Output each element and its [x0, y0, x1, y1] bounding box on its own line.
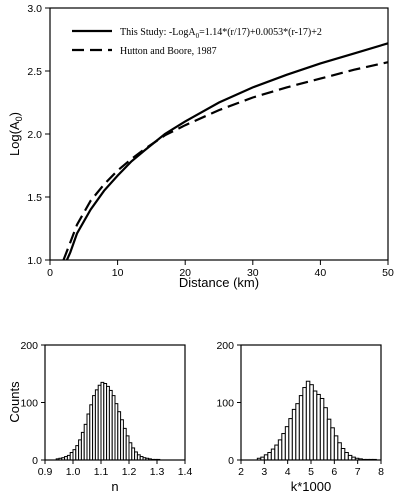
x-tick-label: 1.2	[122, 466, 137, 478]
tick-group: 2 3 4 5 6 7 8 0 100 200	[216, 340, 384, 478]
y-axis-title: Log(A0)	[7, 112, 24, 156]
histogram-bar	[284, 426, 290, 461]
histogram-bar	[305, 380, 311, 461]
y-tick-label: 0	[228, 455, 234, 467]
x-tick-label: 1.1	[94, 466, 109, 478]
histogram-bar	[340, 448, 346, 461]
histogram-bar	[298, 395, 304, 461]
histogram-bar	[267, 452, 272, 461]
y-axis-title: Counts	[7, 381, 22, 423]
line-chart: 0 10 20 30 40 50 1.0 1.5 2.0 2.5 3.0 This Study: -…	[7, 3, 394, 290]
histogram-bar	[330, 427, 335, 461]
y-tick-label: 1.5	[27, 192, 42, 204]
histogram-bar	[316, 393, 321, 461]
y-tick-label: 100	[20, 398, 38, 410]
histogram-bar	[333, 435, 339, 461]
x-tick-label: 6	[331, 466, 337, 478]
legend-label-this-study: This Study: -LogA0=1.14*(r/17)+0.0053*(r…	[120, 27, 322, 40]
bars-group	[256, 380, 377, 461]
histogram-bar	[344, 452, 349, 461]
x-tick-label: 10	[112, 267, 124, 279]
x-tick-label: 30	[247, 267, 259, 279]
legend: This Study: -LogA0=1.14*(r/17)+0.0053*(r…	[72, 27, 322, 57]
tick-group: 0 10 20 30 40 50 1.0 1.5 2.0 2.5 3.0	[27, 3, 394, 279]
y-tick-label: 100	[216, 398, 234, 410]
plot-frame	[49, 7, 389, 261]
x-axis-title: n	[111, 479, 118, 494]
x-tick-label: 1.0	[66, 466, 81, 478]
histogram-bar	[270, 448, 276, 461]
histogram-bar	[302, 387, 307, 461]
x-axis-title: Distance (km)	[179, 275, 259, 290]
x-tick-label: 0.9	[38, 466, 53, 478]
x-axis-title: k*1000	[291, 479, 331, 494]
y-tick-label: 200	[20, 340, 38, 352]
histogram-bar	[326, 418, 332, 461]
histogram-bar	[323, 407, 328, 461]
histogram-bar	[319, 397, 325, 461]
histogram-bar	[277, 439, 283, 461]
tick-group: 0.9 1.0 1.1 1.2 1.3 1.4 0 100 200	[20, 340, 192, 478]
y-tick-label: 2.5	[27, 66, 42, 78]
x-tick-label: 0	[47, 267, 53, 279]
histogram-bar	[281, 433, 286, 461]
x-tick-label: 1.3	[150, 466, 165, 478]
y-tick-label: 0	[32, 455, 38, 467]
x-tick-label: 1.4	[178, 466, 193, 478]
series-line-this-study	[65, 42, 389, 261]
series-group	[62, 42, 389, 261]
histogram-n: 0.9 1.0 1.1 1.2 1.3 1.4 0 100 200 n Counts	[7, 340, 192, 494]
histogram-bar	[288, 418, 293, 461]
histogram-bar	[263, 454, 269, 461]
x-tick-label: 50	[382, 267, 394, 279]
histogram-bar	[312, 390, 318, 461]
x-tick-label: 40	[315, 267, 327, 279]
x-tick-label: 20	[179, 267, 191, 279]
histogram-bar	[309, 384, 314, 461]
x-tick-label: 7	[355, 466, 361, 478]
histogram-bar	[337, 442, 342, 461]
histogram-bar	[291, 408, 297, 461]
x-tick-label: 2	[238, 466, 244, 478]
y-tick-label: 3.0	[27, 3, 42, 15]
series-line-hutton-boore	[62, 61, 389, 261]
histogram-bar	[274, 444, 279, 461]
y-tick-label: 2.0	[27, 129, 42, 141]
y-tick-label: 200	[216, 340, 234, 352]
histogram-bar	[295, 403, 300, 461]
x-tick-label: 4	[285, 466, 291, 478]
x-tick-label: 5	[308, 466, 314, 478]
histogram-bar	[347, 454, 353, 461]
y-tick-label: 1.0	[27, 255, 42, 267]
x-tick-label: 3	[261, 466, 267, 478]
histogram-k: 2 3 4 5 6 7 8 0 100 200 k*1000	[216, 340, 384, 494]
bars-group	[55, 381, 161, 461]
legend-label-hutton-boore: Hutton and Boore, 1987	[120, 46, 217, 57]
x-tick-label: 8	[378, 466, 384, 478]
